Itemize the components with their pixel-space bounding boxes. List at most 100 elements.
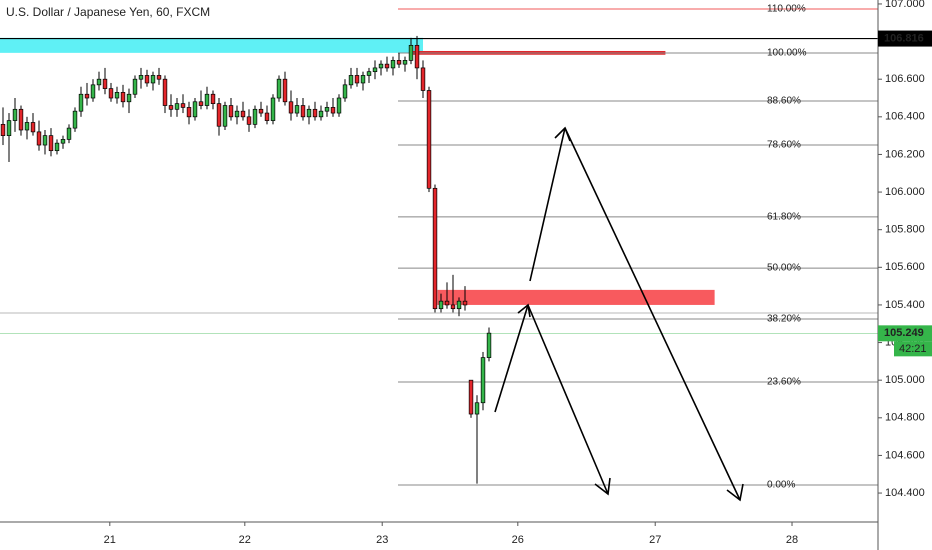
candle-body [450,304,456,310]
candle-body [402,60,408,65]
candle-body [234,110,240,118]
candle-body [396,60,402,65]
candle-body [6,120,12,136]
y-tick-label: 104.600 [885,449,925,461]
candle-body [390,60,396,69]
candle-body [258,108,264,114]
candle-body [156,75,162,80]
y-tick-label: 104.400 [885,487,925,499]
candle-body [270,97,276,121]
candle-body [54,142,60,152]
candle-body [216,103,222,127]
candle-body [276,78,282,99]
candle-body [336,97,342,114]
candle-body [318,110,324,118]
candle-body [438,300,444,310]
candle-body [366,71,372,76]
candle-body [162,78,168,106]
y-tick-label: 105.600 [885,261,925,273]
candle-body [186,107,192,118]
candle-body [0,123,6,136]
candle-body [372,67,378,73]
candle-body [108,88,114,99]
x-tick-label: 28 [786,534,798,546]
candle-body [444,300,450,306]
candle-body [300,105,306,118]
x-tick-label: 23 [376,534,388,546]
candle-body [252,108,258,125]
y-tick-label: 105.000 [885,374,925,386]
candle-body [144,75,150,84]
candle-body [312,108,318,118]
zone [437,289,715,305]
arrows [494,126,744,502]
candle-body [384,63,390,69]
fib-label: 88.60% [767,96,801,107]
fib-label: 100.00% [767,48,807,59]
candle-body [462,300,468,306]
chart-title: U.S. Dollar / Japanese Yen, 60, FXCM [6,5,210,19]
candle-body [84,93,90,99]
x-tick-label: 27 [649,534,661,546]
candle-body [168,105,174,110]
arrow-head [726,483,744,502]
arrow [527,304,609,495]
candle-body [342,84,348,99]
candle-body [42,135,48,146]
candle-body [420,67,426,91]
candle-body [240,110,246,118]
candle-body [348,75,354,86]
y-tick-label: 106.200 [885,148,925,160]
y-tick-label: 106.600 [885,73,925,85]
fib-label: 0.00% [767,480,795,491]
candle-body [24,122,30,131]
candle-body [432,187,438,310]
x-tick-label: 21 [104,534,116,546]
candle-body [48,135,54,152]
candle-body [486,332,492,358]
arrow [564,127,741,501]
candle-body [360,75,366,84]
candle-body [150,75,156,84]
candle-body [378,63,384,69]
axes: 107.000106.800106.600106.400106.200106.0… [104,0,932,546]
candle-body [66,127,72,140]
y-tick-label: 106.000 [885,186,925,198]
candle-body [180,103,186,108]
fib-label: 23.60% [767,377,801,388]
fib-label: 78.60% [767,140,801,151]
candle-body [96,78,102,86]
candle-body [354,75,360,84]
candle-body [228,105,234,118]
candle-body [90,84,96,99]
candle-body [12,108,18,121]
y-tick-label: 105.400 [885,299,925,311]
candle-body [120,92,126,103]
candle-body [114,92,120,99]
countdown-box [894,341,932,357]
candle-body [246,116,252,125]
plot-area: 110.00% 100.00% 88.60% 78.60% 61.80% 50.00% 38… [0,4,878,491]
arrow [494,304,529,413]
candle-body [72,110,78,129]
candle-body [468,379,474,415]
candle-body [264,112,270,121]
candle-body [324,107,330,112]
candle-body [222,105,228,127]
candle-body [18,108,24,131]
candle-body [408,44,414,61]
x-tick-label: 26 [512,534,524,546]
zone [0,37,424,53]
candle-body [456,300,462,310]
candle-body [204,93,210,106]
candle-body [60,139,66,144]
candle-body [330,107,336,114]
candle-body [210,93,216,105]
y-tick-label: 104.800 [885,412,925,424]
candle-body [36,131,42,146]
candle-body [474,402,480,415]
arrow-head [594,477,611,496]
arrow [529,127,566,282]
